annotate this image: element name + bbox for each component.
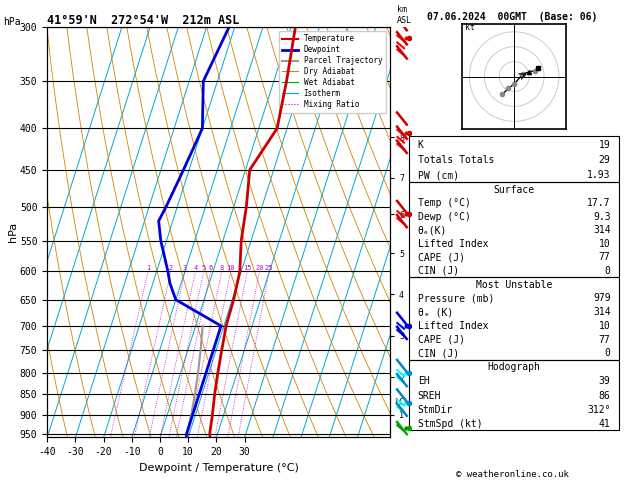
Text: Pressure (mb): Pressure (mb): [418, 294, 494, 303]
Text: 19: 19: [599, 139, 611, 150]
Text: CAPE (J): CAPE (J): [418, 335, 465, 345]
Text: Dewp (°C): Dewp (°C): [418, 212, 470, 222]
Text: Hodograph: Hodograph: [487, 363, 541, 372]
Text: 20: 20: [255, 265, 264, 272]
Text: kt: kt: [465, 23, 475, 32]
Text: CIN (J): CIN (J): [418, 266, 459, 276]
Text: 15: 15: [243, 265, 252, 272]
Text: 07.06.2024  00GMT  (Base: 06): 07.06.2024 00GMT (Base: 06): [428, 12, 598, 22]
Text: 314: 314: [593, 226, 611, 235]
Text: CAPE (J): CAPE (J): [418, 252, 465, 262]
Text: K: K: [418, 139, 424, 150]
Y-axis label: hPa: hPa: [8, 222, 18, 242]
Legend: Temperature, Dewpoint, Parcel Trajectory, Dry Adiabat, Wet Adiabat, Isotherm, Mi: Temperature, Dewpoint, Parcel Trajectory…: [279, 31, 386, 113]
Text: 1.93: 1.93: [587, 170, 611, 180]
Text: 10: 10: [599, 239, 611, 249]
Text: EH: EH: [418, 377, 430, 386]
Text: Lifted Index: Lifted Index: [418, 239, 488, 249]
Text: 41°59'N  272°54'W  212m ASL: 41°59'N 272°54'W 212m ASL: [47, 14, 240, 27]
Text: 4: 4: [193, 265, 198, 272]
Text: StmDir: StmDir: [418, 405, 453, 415]
Text: StmSpd (kt): StmSpd (kt): [418, 419, 482, 429]
Text: 10: 10: [599, 321, 611, 331]
Text: 312°: 312°: [587, 405, 611, 415]
Text: 0: 0: [604, 348, 611, 359]
Text: Most Unstable: Most Unstable: [476, 279, 552, 290]
Text: 8: 8: [220, 265, 224, 272]
Text: 979: 979: [593, 294, 611, 303]
X-axis label: Dewpoint / Temperature (°C): Dewpoint / Temperature (°C): [138, 463, 299, 473]
Text: 5: 5: [201, 265, 206, 272]
Text: 314: 314: [593, 307, 611, 317]
Text: Temp (°C): Temp (°C): [418, 198, 470, 208]
Text: 86: 86: [599, 391, 611, 400]
Text: CIN (J): CIN (J): [418, 348, 459, 359]
Text: LCL: LCL: [394, 398, 409, 407]
Text: 77: 77: [599, 252, 611, 262]
Text: 39: 39: [599, 377, 611, 386]
Text: θₑ (K): θₑ (K): [418, 307, 453, 317]
Text: 0: 0: [604, 266, 611, 276]
Text: Lifted Index: Lifted Index: [418, 321, 488, 331]
Text: 9.3: 9.3: [593, 212, 611, 222]
Text: hPa: hPa: [3, 17, 21, 27]
Text: 25: 25: [265, 265, 274, 272]
Text: km
ASL: km ASL: [397, 5, 412, 25]
Text: 6: 6: [208, 265, 213, 272]
Text: Surface: Surface: [494, 185, 535, 195]
Text: 29: 29: [599, 155, 611, 165]
Text: 10: 10: [226, 265, 235, 272]
Text: 17.7: 17.7: [587, 198, 611, 208]
Text: 77: 77: [599, 335, 611, 345]
Text: PW (cm): PW (cm): [418, 170, 459, 180]
Text: 3: 3: [183, 265, 187, 272]
Text: SREH: SREH: [418, 391, 442, 400]
Text: θₑ(K): θₑ(K): [418, 226, 447, 235]
Text: 41: 41: [599, 419, 611, 429]
Text: 1: 1: [146, 265, 150, 272]
Text: 2: 2: [169, 265, 173, 272]
Text: Totals Totals: Totals Totals: [418, 155, 494, 165]
Text: © weatheronline.co.uk: © weatheronline.co.uk: [456, 469, 569, 479]
